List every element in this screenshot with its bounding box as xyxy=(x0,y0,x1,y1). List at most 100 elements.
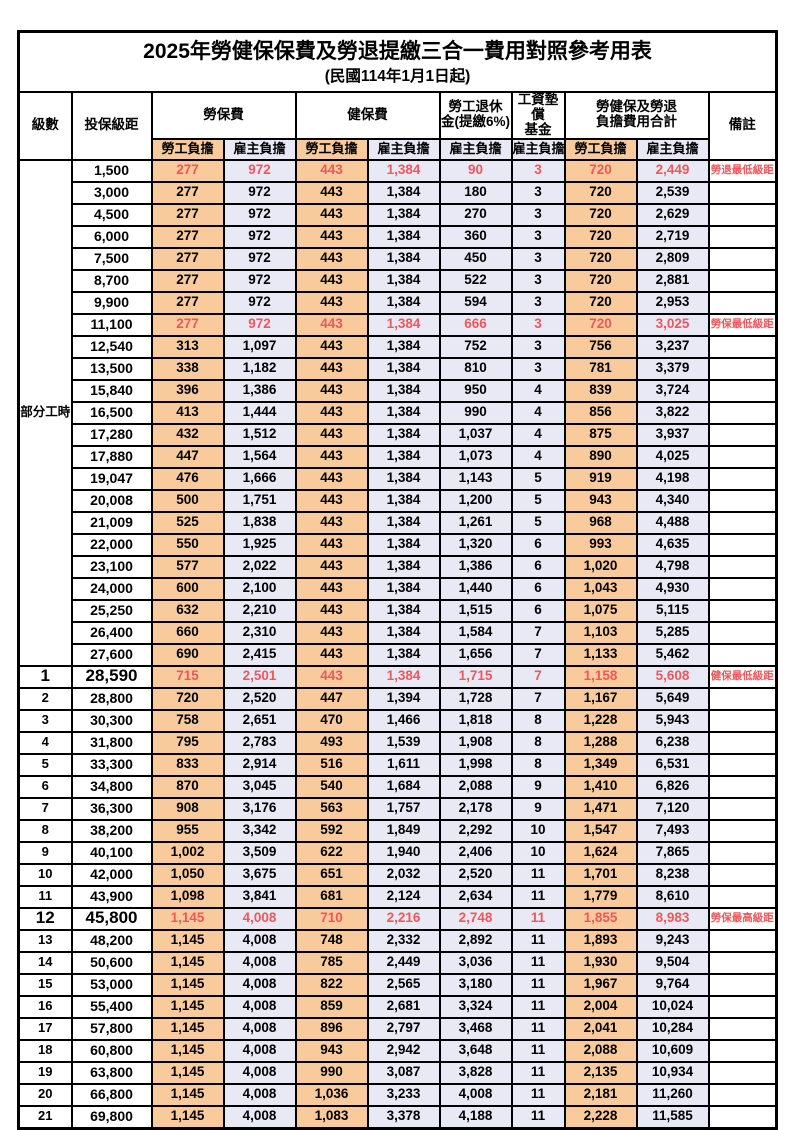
bracket-cell: 69,800 xyxy=(70,1104,153,1130)
pension-employer-cell: 1,728 xyxy=(438,686,513,711)
bracket-cell: 17,280 xyxy=(70,422,153,447)
bracket-cell: 24,000 xyxy=(70,576,153,601)
pension-employer-cell: 3,648 xyxy=(438,1038,513,1063)
health-employee-cell: 443 xyxy=(294,202,369,227)
page-title: 2025年勞健保保費及勞退提繳三合一費用對照參考用表 xyxy=(143,40,652,64)
bracket-cell: 8,700 xyxy=(70,268,153,293)
total-employee-cell: 2,228 xyxy=(563,1104,638,1130)
labor-employee-cell: 1,145 xyxy=(150,1082,225,1107)
labor-employee-cell: 500 xyxy=(150,488,225,513)
health-employer-cell: 1,384 xyxy=(366,642,441,667)
health-employee-cell: 443 xyxy=(294,268,369,293)
total-employee-cell: 1,167 xyxy=(563,686,638,711)
labor-employee-cell: 1,145 xyxy=(150,906,225,931)
col-header-labor-insurance: 勞保費 xyxy=(150,91,297,140)
table-row: 20,008 500 1,751 443 1,384 1,200 5 943 4,340 xyxy=(19,488,778,513)
pension-employer-cell: 90 xyxy=(438,158,513,183)
pension-employer-cell: 666 xyxy=(438,312,513,337)
pension-employer-cell: 1,515 xyxy=(438,598,513,623)
fund-employer-cell: 3 xyxy=(510,180,566,205)
fund-employer-cell: 7 xyxy=(510,642,566,667)
health-employer-cell: 1,384 xyxy=(366,664,441,689)
pension-employer-cell: 4,188 xyxy=(438,1104,513,1130)
total-employee-cell: 720 xyxy=(563,202,638,227)
labor-employer-cell: 2,783 xyxy=(222,730,297,755)
total-employer-cell: 10,284 xyxy=(635,1016,710,1041)
labor-employer-cell: 1,182 xyxy=(222,356,297,381)
remark-cell xyxy=(707,444,778,469)
bracket-cell: 48,200 xyxy=(70,928,153,953)
fund-employer-cell: 5 xyxy=(510,488,566,513)
table-row: 26,400 660 2,310 443 1,384 1,584 7 1,103 5,285 xyxy=(19,620,778,645)
bracket-cell: 28,590 xyxy=(70,664,153,689)
pension-employer-cell: 1,656 xyxy=(438,642,513,667)
fund-employer-cell: 10 xyxy=(510,818,566,843)
total-employee-cell: 856 xyxy=(563,400,638,425)
pension-employer-cell: 990 xyxy=(438,400,513,425)
health-employee-cell: 859 xyxy=(294,994,369,1019)
fund-employer-cell: 11 xyxy=(510,994,566,1019)
pension-employer-cell: 2,292 xyxy=(438,818,513,843)
total-employer-cell: 3,822 xyxy=(635,400,710,425)
fund-employer-cell: 3 xyxy=(510,334,566,359)
fund-employer-cell: 11 xyxy=(510,1016,566,1041)
labor-employee-cell: 338 xyxy=(150,356,225,381)
table-row: 11,100 277 972 443 1,384 666 3 720 3,025 勞保最低級距 xyxy=(19,312,778,337)
labor-employer-cell: 4,008 xyxy=(222,950,297,975)
fund-employer-cell: 3 xyxy=(510,268,566,293)
health-employee-cell: 748 xyxy=(294,928,369,953)
labor-employee-cell: 1,145 xyxy=(150,1038,225,1063)
labor-employee-cell: 277 xyxy=(150,202,225,227)
health-employer-cell: 1,684 xyxy=(366,774,441,799)
health-employer-cell: 1,384 xyxy=(366,598,441,623)
labor-employee-cell: 1,145 xyxy=(150,1016,225,1041)
fund-employer-cell: 10 xyxy=(510,840,566,865)
labor-employee-cell: 908 xyxy=(150,796,225,821)
total-employee-cell: 1,075 xyxy=(563,598,638,623)
labor-employee-cell: 1,145 xyxy=(150,1104,225,1130)
labor-employee-cell: 660 xyxy=(150,620,225,645)
table-row: 19,047 476 1,666 443 1,384 1,143 5 919 4,198 xyxy=(19,466,778,491)
remark-cell xyxy=(707,224,778,249)
labor-employer-cell: 4,008 xyxy=(222,906,297,931)
fund-employer-cell: 9 xyxy=(510,774,566,799)
labor-employee-cell: 313 xyxy=(150,334,225,359)
total-employer-cell: 9,764 xyxy=(635,972,710,997)
total-employer-cell: 8,238 xyxy=(635,862,710,887)
page-subtitle: (民國114年1月1日起) xyxy=(324,67,471,85)
health-employee-cell: 622 xyxy=(294,840,369,865)
bracket-cell: 60,800 xyxy=(70,1038,153,1063)
labor-employee-cell: 715 xyxy=(150,664,225,689)
total-employer-cell: 8,983 xyxy=(635,906,710,931)
labor-employer-cell: 3,045 xyxy=(222,774,297,799)
bracket-cell: 9,900 xyxy=(70,290,153,315)
bracket-cell: 31,800 xyxy=(70,730,153,755)
total-employer-cell: 3,025 xyxy=(635,312,710,337)
total-employee-cell: 993 xyxy=(563,532,638,557)
total-employer-cell: 2,719 xyxy=(635,224,710,249)
level-cell: 1 xyxy=(17,664,73,689)
subheader-health-employer: 雇主負擔 xyxy=(366,137,441,161)
total-employee-cell: 720 xyxy=(563,158,638,183)
health-employee-cell: 443 xyxy=(294,246,369,271)
pension-employer-cell: 450 xyxy=(438,246,513,271)
total-employer-cell: 6,826 xyxy=(635,774,710,799)
labor-employee-cell: 870 xyxy=(150,774,225,799)
pension-employer-cell: 594 xyxy=(438,290,513,315)
premium-reference-table: 2025年勞健保保費及勞退提繳三合一費用對照參考用表 (民國114年1月1日起)… xyxy=(17,30,779,1130)
pension-employer-cell: 4,008 xyxy=(438,1082,513,1107)
total-employer-cell: 4,025 xyxy=(635,444,710,469)
pension-employer-cell: 3,324 xyxy=(438,994,513,1019)
header-sub-row: 勞工負擔 雇主負擔 勞工負擔 雇主負擔 雇主負擔 雇主負擔 勞工負擔 雇主負擔 xyxy=(19,137,777,161)
labor-employee-cell: 432 xyxy=(150,422,225,447)
total-employee-cell: 1,228 xyxy=(563,708,638,733)
remark-cell xyxy=(707,400,778,425)
labor-employer-cell: 3,841 xyxy=(222,884,297,909)
fund-employer-cell: 3 xyxy=(510,246,566,271)
bracket-cell: 50,600 xyxy=(70,950,153,975)
table-row: 15 53,000 1,145 4,008 822 2,565 3,180 11 1,967 9,… xyxy=(17,972,778,997)
health-employer-cell: 2,216 xyxy=(366,906,441,931)
total-employee-cell: 720 xyxy=(563,268,638,293)
pension-employer-cell: 1,386 xyxy=(438,554,513,579)
labor-employer-cell: 1,512 xyxy=(222,422,297,447)
